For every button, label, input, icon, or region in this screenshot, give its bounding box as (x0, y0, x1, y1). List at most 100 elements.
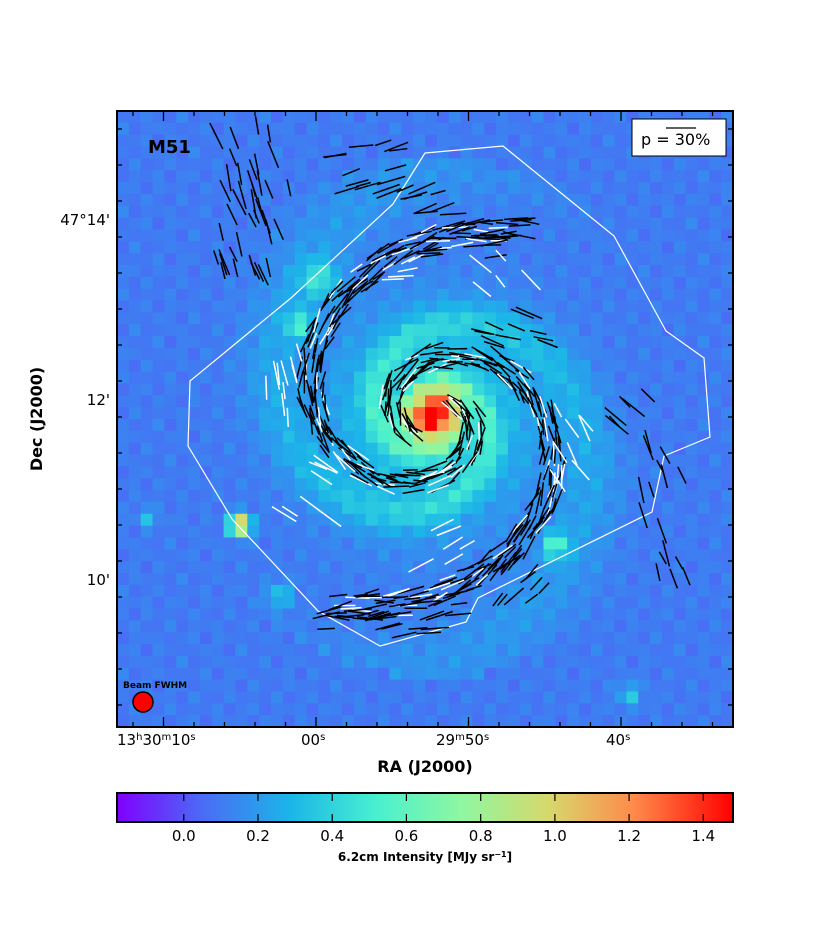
heatmap-cell (377, 644, 391, 657)
heatmap-cell (590, 466, 604, 479)
heatmap-cell (271, 347, 284, 361)
heatmap-cell (721, 644, 733, 657)
heatmap-cell (128, 466, 142, 479)
heatmap-cell (567, 217, 580, 231)
heatmap-cell (638, 217, 651, 231)
heatmap-cell (543, 667, 556, 681)
polarization-vector (309, 385, 315, 401)
heatmap-cell (294, 620, 308, 633)
polarization-vector (540, 482, 545, 507)
heatmap-cell (460, 501, 473, 515)
heatmap-cell (235, 478, 248, 491)
heatmap-cell (342, 501, 355, 515)
polarization-vector (341, 287, 353, 309)
heatmap-cell (721, 182, 733, 195)
heatmap-cell (318, 122, 331, 136)
heatmap-cell (531, 667, 545, 681)
heatmap-cell (650, 395, 663, 408)
heatmap-cell (188, 608, 201, 621)
heatmap-cell (389, 561, 402, 574)
heatmap-cell (709, 383, 722, 396)
heatmap-cell (721, 537, 733, 550)
heatmap-cell (721, 170, 733, 183)
heatmap-cell (448, 525, 462, 539)
heatmap-cell (377, 703, 391, 716)
heatmap-cell (685, 229, 699, 242)
heatmap-cell (614, 537, 627, 550)
heatmap-cell (188, 288, 201, 302)
heatmap-cell (590, 371, 604, 385)
heatmap-cell (152, 667, 165, 681)
heatmap-cell (318, 134, 331, 148)
heatmap-cell (425, 265, 438, 278)
heatmap-cell (484, 205, 497, 219)
polarization-vector (225, 164, 232, 192)
heatmap-cell (579, 371, 592, 385)
heatmap-cell (164, 501, 177, 515)
heatmap-cell (140, 359, 154, 373)
heatmap-cell (117, 620, 130, 633)
polarization-vector (430, 518, 454, 532)
heatmap-cell (661, 205, 675, 219)
polarization-vector (440, 579, 465, 591)
heatmap-cell (282, 584, 296, 598)
heatmap-cell (661, 667, 675, 681)
heatmap-cell (496, 573, 509, 586)
polarization-vector (427, 363, 447, 374)
heatmap-cell (685, 466, 699, 479)
polarization-vector (402, 359, 420, 381)
heatmap-cell (579, 300, 592, 313)
heatmap-cell (342, 644, 355, 657)
heatmap-cell (484, 466, 497, 479)
heatmap-cell (472, 276, 485, 290)
heatmap-cell (709, 347, 722, 361)
heatmap-cell (294, 644, 308, 657)
heatmap-cell (436, 703, 450, 716)
heatmap-cell (164, 679, 177, 693)
polarization-vector (212, 250, 220, 265)
polarization-vector (464, 412, 475, 435)
heatmap-cell (223, 573, 237, 586)
heatmap-cell (117, 525, 130, 539)
heatmap-cell (519, 466, 533, 479)
heatmap-cell (709, 217, 722, 231)
heatmap-cell (626, 182, 639, 195)
heatmap-cell (401, 478, 414, 491)
heatmap-cell (436, 193, 450, 207)
heatmap-cell (164, 703, 177, 716)
heatmap-cell (425, 288, 438, 302)
heatmap-cell (199, 691, 213, 704)
heatmap-cell (472, 336, 485, 349)
heatmap-cell (235, 407, 248, 420)
heatmap-cell (235, 490, 248, 503)
polarization-vector (406, 231, 428, 242)
heatmap-cell (235, 170, 248, 183)
heatmap-cell (117, 655, 130, 669)
heatmap-cell (247, 359, 260, 373)
heatmap-cell (543, 134, 556, 148)
heatmap-cell (614, 430, 627, 444)
heatmap-cell (247, 395, 260, 408)
heatmap-cell (164, 655, 177, 669)
heatmap-cell (342, 419, 355, 432)
heatmap-cell (484, 122, 497, 136)
heatmap-cell (365, 395, 379, 408)
heatmap-cell (365, 205, 379, 219)
heatmap-cell (247, 620, 260, 633)
heatmap-cell (472, 490, 485, 503)
heatmap-cell (140, 241, 154, 254)
heatmap-cell (484, 288, 497, 302)
heatmap-cell (638, 679, 651, 693)
heatmap-cell (436, 170, 450, 183)
heatmap-cell (567, 608, 580, 621)
heatmap-cell (271, 620, 284, 633)
heatmap-cell (199, 596, 213, 610)
heatmap-cell (365, 122, 379, 136)
heatmap-cell (342, 170, 355, 183)
heatmap-cell (294, 253, 308, 266)
heatmap-cell (223, 561, 237, 574)
heatmap-cell (661, 170, 675, 183)
polarization-vector (548, 406, 554, 424)
heatmap-cell (567, 347, 580, 361)
heatmap-cell (685, 253, 699, 266)
